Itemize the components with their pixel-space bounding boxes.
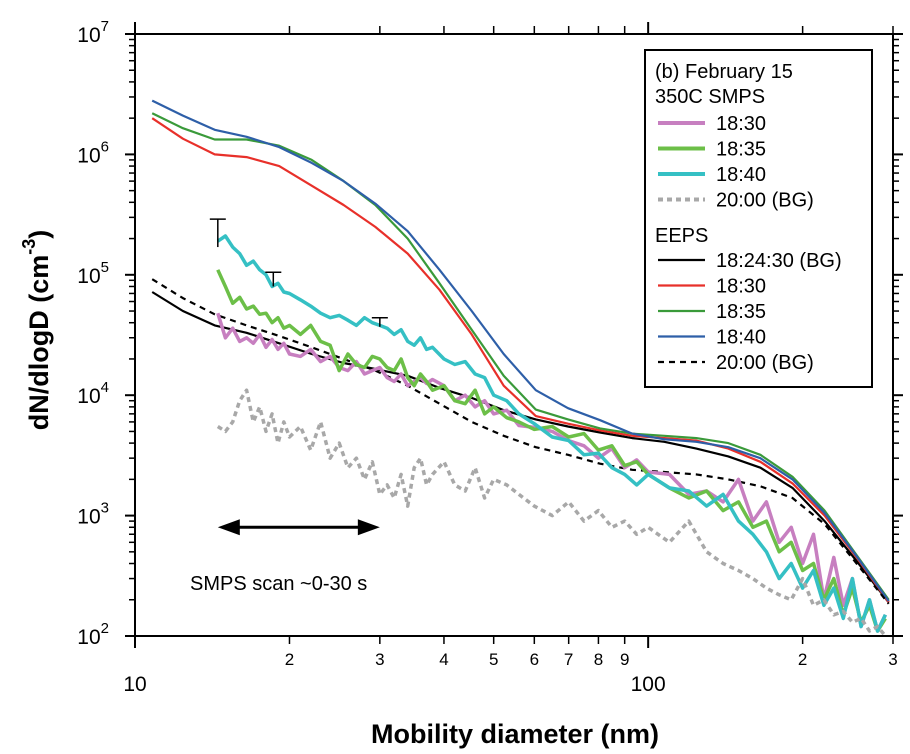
series-line-smps-18-40 <box>216 234 887 633</box>
y-tick-label-exponent: 7 <box>101 18 109 35</box>
legend-title-line-1: (b) February 15 <box>655 61 793 83</box>
plot-frame <box>134 33 894 637</box>
smps-scan-annotation: SMPS scan ~0-30 s <box>190 519 380 595</box>
y-axis-title-exponent: -3 <box>19 239 39 255</box>
x-minor-tick-label: 7 <box>564 650 573 669</box>
legend-label-smps-3: 20:00 (BG) <box>716 190 814 212</box>
x-minor-tick-label: 2 <box>285 650 294 669</box>
x-minor-tick-label: 2 <box>798 650 807 669</box>
y-tick-label-exponent: 5 <box>101 259 109 276</box>
y-axis-title-main: dN/dlogD (cm <box>24 255 54 431</box>
y-tick-label-exponent: 4 <box>101 379 109 396</box>
x-major-tick-label: 100 <box>631 673 666 696</box>
series-line-eeps-20-00-BG <box>151 278 890 605</box>
x-minor-tick-label: 6 <box>530 650 539 669</box>
legend: (b) February 15 350C SMPS EEPS 18:3018:3… <box>644 49 873 388</box>
legend-items: 18:30 18:35 18:40 20:00 (BG) 18:24:30 (BG) 18… <box>658 113 842 374</box>
legend-label-smps-0: 18:30 <box>716 113 766 135</box>
legend-label-eeps-4: 20:00 (BG) <box>716 352 814 374</box>
y-axis-title: dN/dlogD (cm-3) <box>19 230 54 431</box>
legend-eeps-title: EEPS <box>655 225 708 247</box>
y-tick-label: 107 <box>77 18 109 47</box>
legend-label-eeps-2: 18:35 <box>716 301 766 323</box>
x-minor-tick-label: 3 <box>375 650 384 669</box>
y-tick-label-exponent: 3 <box>101 500 109 517</box>
y-tick-label: 106 <box>77 138 109 167</box>
scan-annotation-text: SMPS scan ~0-30 s <box>190 573 367 595</box>
error-bars <box>209 218 388 327</box>
series-line-eeps-18-30 <box>151 117 890 604</box>
x-major-tick-label: 10 <box>123 673 146 696</box>
legend-label-eeps-0: 18:24:30 (BG) <box>716 250 842 272</box>
series-line-smps-20-00-BG <box>216 388 887 636</box>
legend-label-smps-1: 18:35 <box>716 139 766 161</box>
y-tick-label-exponent: 6 <box>101 138 109 155</box>
y-tick-label: 105 <box>77 259 109 288</box>
y-tick-label: 104 <box>77 379 109 408</box>
svg-text:dN/dlogD (cm-3): dN/dlogD (cm-3) <box>19 230 54 431</box>
scan-arrow-left-head <box>217 519 240 536</box>
legend-label-eeps-1: 18:30 <box>716 276 766 298</box>
series-layer <box>151 99 890 636</box>
legend-box <box>644 49 873 388</box>
y-tick-label: 102 <box>77 620 109 649</box>
series-line-eeps-18-40 <box>151 99 890 602</box>
x-minor-tick-label: 5 <box>489 650 498 669</box>
scan-arrow-right-head <box>357 519 380 536</box>
series-line-smps-18-35 <box>216 269 887 633</box>
y-tick-label-exponent: 2 <box>101 620 109 637</box>
legend-title-line-2: 350C SMPS <box>655 86 765 108</box>
y-tick-label: 103 <box>77 500 109 529</box>
x-minor-tick-label: 8 <box>594 650 603 669</box>
x-axis-title: Mobility diameter (nm) <box>371 719 659 749</box>
y-axis-title-close: ) <box>24 230 54 239</box>
x-minor-tick-label: 4 <box>439 650 448 669</box>
x-minor-tick-label: 3 <box>888 650 897 669</box>
series-line-smps-18-30 <box>216 312 887 633</box>
x-minor-tick-label: 9 <box>620 650 629 669</box>
legend-label-eeps-3: 18:40 <box>716 327 766 349</box>
legend-label-smps-2: 18:40 <box>716 164 766 186</box>
